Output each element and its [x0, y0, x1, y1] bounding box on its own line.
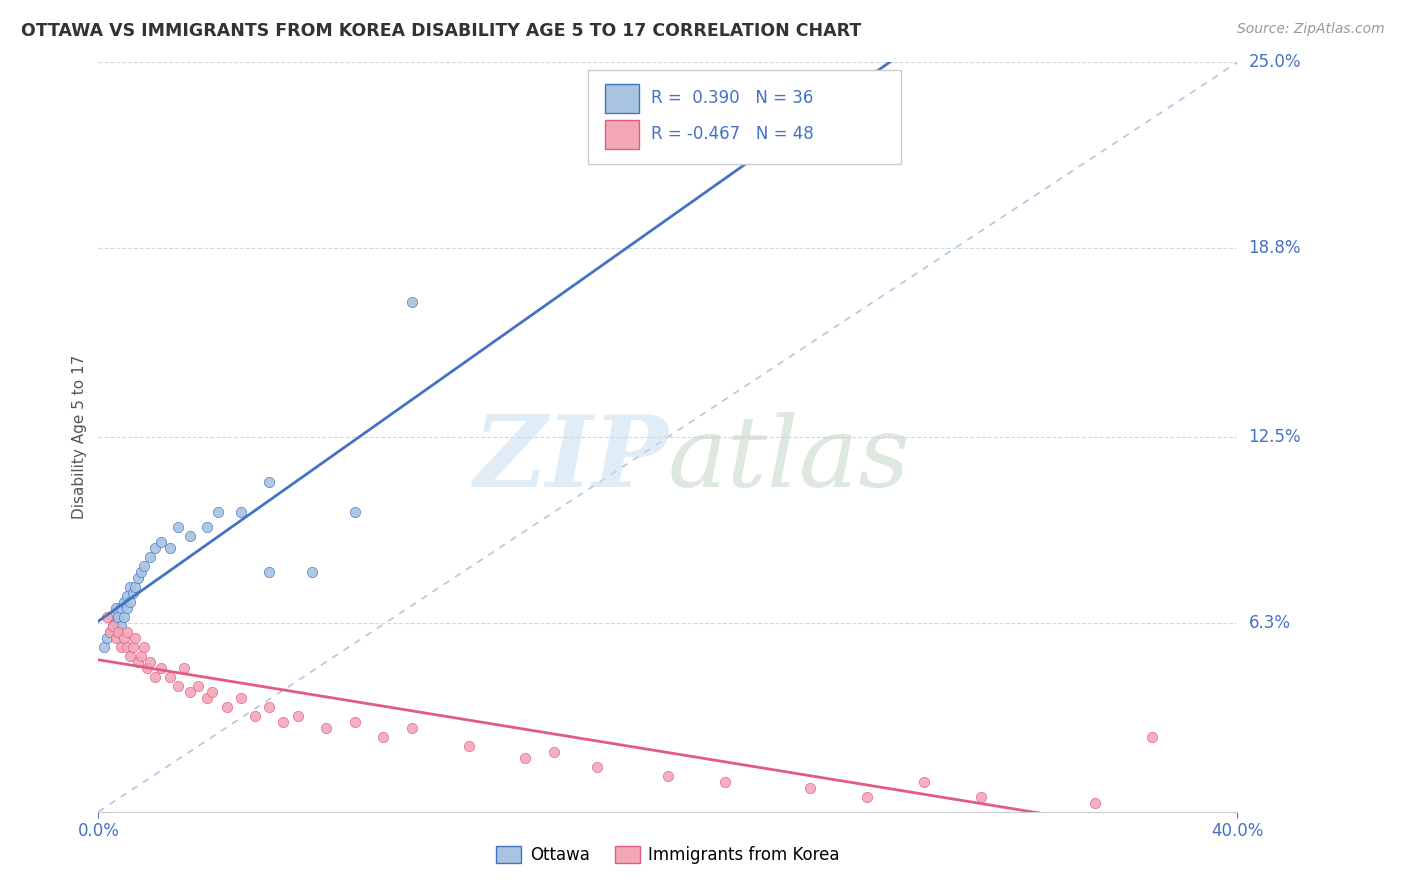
Text: Source: ZipAtlas.com: Source: ZipAtlas.com [1237, 22, 1385, 37]
Point [115, 640, 138, 654]
Point [98, 624, 121, 639]
Point [373, 730, 395, 744]
Point [112, 610, 135, 624]
Point [101, 619, 124, 633]
Point [138, 655, 160, 669]
Point [799, 780, 821, 795]
Point [343, 714, 366, 729]
Point [195, 520, 218, 534]
FancyBboxPatch shape [605, 84, 640, 112]
Point [457, 739, 479, 753]
Point [401, 721, 423, 735]
Point [110, 640, 132, 654]
Point [129, 565, 152, 579]
Point [195, 690, 218, 705]
Text: 12.5%: 12.5% [1249, 428, 1301, 446]
Point [515, 751, 537, 765]
Point [112, 631, 135, 645]
Point [856, 789, 879, 804]
Point [259, 475, 281, 489]
Point [145, 541, 167, 555]
Point [121, 586, 143, 600]
FancyBboxPatch shape [588, 70, 901, 163]
Point [970, 789, 993, 804]
Point [138, 549, 160, 564]
Point [135, 661, 157, 675]
Point [259, 565, 281, 579]
Point [115, 589, 138, 603]
Text: R = -0.467   N = 48: R = -0.467 N = 48 [651, 126, 814, 144]
Text: 6.3%: 6.3% [1249, 614, 1291, 632]
Point [132, 558, 155, 573]
Text: R =  0.390   N = 36: R = 0.390 N = 36 [651, 89, 813, 107]
Point [121, 640, 143, 654]
Y-axis label: Disability Age 5 to 17: Disability Age 5 to 17 [72, 355, 87, 519]
Point [124, 580, 146, 594]
Point [112, 595, 135, 609]
Point [1140, 730, 1163, 744]
Point [401, 295, 423, 310]
Point [150, 535, 173, 549]
Point [107, 624, 129, 639]
Text: 18.8%: 18.8% [1249, 239, 1301, 257]
Point [1084, 796, 1107, 810]
Point [118, 580, 141, 594]
Point [93, 640, 115, 654]
Point [150, 661, 173, 675]
Point [104, 631, 127, 645]
Point [287, 708, 309, 723]
Point [127, 571, 149, 585]
Point [187, 679, 209, 693]
Point [201, 685, 224, 699]
Point [179, 685, 201, 699]
Point [159, 670, 181, 684]
Point [118, 648, 141, 663]
Point [585, 760, 607, 774]
Point [145, 670, 167, 684]
Point [259, 699, 281, 714]
FancyBboxPatch shape [605, 120, 640, 149]
Point [912, 774, 935, 789]
Point [107, 624, 129, 639]
Point [229, 505, 252, 519]
Point [132, 640, 155, 654]
Point [124, 631, 146, 645]
Point [167, 520, 190, 534]
Point [273, 714, 295, 729]
Point [118, 595, 141, 609]
Point [343, 505, 366, 519]
Point [115, 624, 138, 639]
Point [243, 708, 266, 723]
Point [173, 661, 195, 675]
Point [96, 631, 118, 645]
Point [104, 601, 127, 615]
Text: atlas: atlas [668, 412, 911, 508]
Text: OTTAWA VS IMMIGRANTS FROM KOREA DISABILITY AGE 5 TO 17 CORRELATION CHART: OTTAWA VS IMMIGRANTS FROM KOREA DISABILI… [21, 22, 862, 40]
Point [96, 610, 118, 624]
Point [315, 721, 337, 735]
Point [159, 541, 181, 555]
Legend: Ottawa, Immigrants from Korea: Ottawa, Immigrants from Korea [489, 839, 846, 871]
Text: ZIP: ZIP [472, 411, 668, 508]
Point [127, 655, 149, 669]
Point [101, 610, 124, 624]
Text: 25.0%: 25.0% [1249, 54, 1301, 71]
Point [110, 601, 132, 615]
Point [301, 565, 323, 579]
Point [543, 745, 565, 759]
Point [229, 690, 252, 705]
Point [101, 619, 124, 633]
Point [110, 619, 132, 633]
Point [179, 529, 201, 543]
Point [129, 648, 152, 663]
Point [215, 699, 238, 714]
Point [714, 774, 737, 789]
Point [657, 769, 679, 783]
Point [207, 505, 229, 519]
Point [107, 610, 129, 624]
Point [98, 624, 121, 639]
Point [104, 615, 127, 630]
Point [115, 601, 138, 615]
Point [167, 679, 190, 693]
